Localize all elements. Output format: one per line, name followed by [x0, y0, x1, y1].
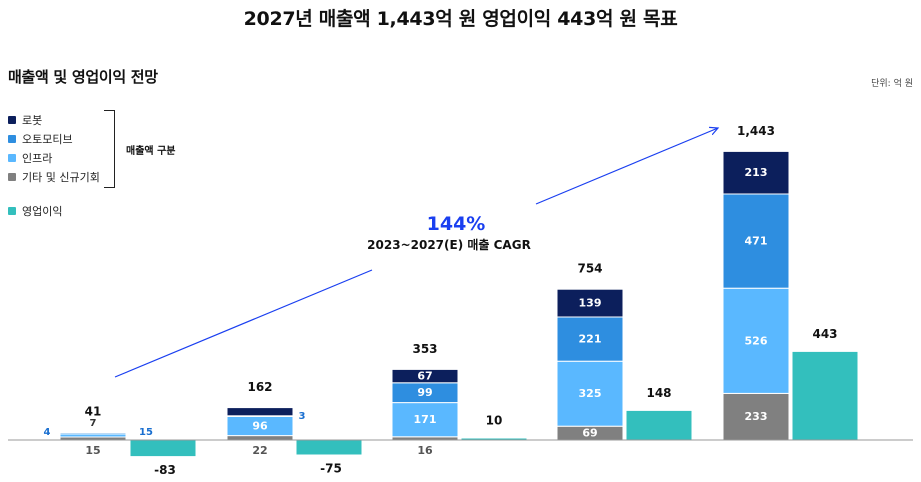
legend-label-automotive: 오토모티브 [22, 132, 73, 146]
cagr-value: 144% [427, 213, 486, 235]
bar-robot-3 [556, 288, 624, 318]
op-label-0: -83 [154, 463, 176, 477]
legend-swatch-op [8, 206, 16, 215]
chart-subtitle: 매출액 및 영업이익 전망 [8, 68, 158, 86]
op-label-3: 148 [646, 386, 671, 400]
legend-swatch-other [8, 172, 16, 181]
bar-automotive-3 [556, 316, 624, 362]
legend-brace [104, 110, 115, 188]
cagr-label: 2023~2027(E) 매출 CAGR [367, 237, 531, 252]
op-label-2: 10 [486, 414, 503, 428]
label-infra-1: 96 [252, 420, 268, 433]
label-other-4: 233 [745, 410, 768, 423]
legend-item-robot: 로봇 [8, 110, 100, 129]
legend-item-automotive: 오토모티브 [8, 129, 100, 148]
label-automotive-3: 221 [579, 333, 602, 346]
bar-op-0 [129, 439, 197, 458]
label-robot-2: 67 [417, 370, 432, 383]
label-other-below-1: 22 [252, 444, 267, 457]
label-other-below-0: 15 [85, 444, 100, 457]
page-title: 2027년 매출액 1,443억 원 영업이익 443억 원 목표 [243, 8, 678, 30]
total-label-2: 353 [412, 342, 437, 356]
label-robot-3: 139 [579, 297, 602, 310]
label-other-3: 69 [582, 427, 597, 440]
total-label-1: 162 [247, 380, 272, 394]
label-infra-3: 325 [579, 387, 602, 400]
label-automotive-2: 99 [417, 386, 432, 399]
legend-item-infra: 인프라 [8, 148, 100, 167]
label-robot-4: 213 [745, 166, 768, 179]
bar-other-1 [226, 435, 294, 441]
bars-layer [59, 150, 859, 458]
bar-robot-0 [59, 431, 127, 434]
legend: 로봇 오토모티브 인프라 기타 및 신규기회 영업이익 [8, 110, 100, 220]
label-automotive-4: 471 [745, 235, 768, 248]
legend-group-label: 매출액 구분 [126, 146, 176, 157]
bar-op-1 [295, 439, 363, 456]
bar-robot-1 [226, 407, 294, 417]
total-label-3: 754 [577, 262, 602, 276]
legend-swatch-infra [8, 153, 16, 162]
legend-item-op: 영업이익 [8, 201, 100, 220]
bar-robot-4 [722, 150, 790, 195]
legend-label-robot: 로봇 [22, 113, 43, 127]
cagr-arrow-head-segment [535, 128, 718, 205]
legend-swatch-automotive [8, 134, 16, 143]
legend-label-infra: 인프라 [22, 151, 53, 165]
bar-op-3 [625, 409, 693, 441]
legend-swatch-robot [8, 115, 16, 124]
legend-item-other: 기타 및 신규기회 [8, 167, 100, 186]
cagr-arrow-segment [114, 269, 373, 378]
label-infra-2: 171 [414, 413, 437, 426]
labels-layer: 4196162171996735369325221139754233526471… [44, 124, 838, 477]
op-label-1: -75 [320, 462, 342, 476]
label-automotive-ext-0: 7 [90, 418, 97, 429]
total-label-4: 1,443 [737, 124, 775, 138]
bar-other-4 [722, 392, 790, 441]
label-robot-ext-0: 4 [44, 427, 51, 438]
legend-label-other: 기타 및 신규기회 [22, 170, 100, 184]
label-other-below-2: 16 [417, 444, 433, 457]
bar-infra-3 [556, 360, 624, 427]
label-infra-ext-0: 15 [139, 427, 153, 438]
unit-label: 단위: 억 원 [871, 79, 913, 89]
total-label-0: 41 [85, 404, 102, 418]
label-automotive-ext-1: 3 [299, 411, 306, 422]
bar-op-4 [791, 350, 859, 441]
bar-automotive-4 [722, 193, 790, 289]
op-label-4: 443 [812, 327, 837, 341]
label-infra-4: 526 [745, 334, 768, 347]
bar-infra-4 [722, 287, 790, 394]
bar-robot-2 [391, 368, 459, 384]
legend-label-op: 영업이익 [22, 204, 63, 218]
